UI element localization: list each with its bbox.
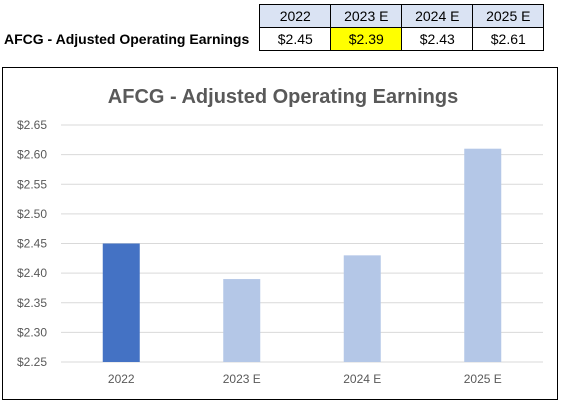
- x-tick-label: 2024 E: [343, 372, 381, 386]
- table-corner-cell: [0, 5, 260, 28]
- bar-2024e: [343, 255, 381, 362]
- value-cell-2025e[interactable]: $2.61: [472, 27, 545, 51]
- bar-2025e: [464, 148, 502, 362]
- y-axis-tick-labels: $2.25 $2.30 $2.35 $2.40 $2.45 $2.50 $2.55 $2.60…: [17, 118, 47, 369]
- y-tick-label: $2.55: [17, 177, 47, 191]
- value-cell-2022[interactable]: $2.45: [259, 27, 332, 51]
- y-tick-label: $2.65: [17, 118, 47, 132]
- x-tick-label: 2025 E: [464, 372, 502, 386]
- header-cell-2022: 2022: [259, 4, 332, 28]
- table-row-label: AFCG - Adjusted Operating Earnings: [4, 31, 250, 47]
- chart-title: AFCG - Adjusted Operating Earnings: [108, 86, 458, 108]
- y-tick-label: $2.45: [17, 237, 47, 251]
- bar-chart: AFCG - Adjusted Operating Earnings $2.25…: [17, 86, 543, 386]
- y-tick-label: $2.40: [17, 266, 47, 280]
- y-tick-label: $2.35: [17, 296, 47, 310]
- value-cell-2023e[interactable]: $2.39: [330, 27, 403, 51]
- bars: [102, 148, 502, 362]
- chart-frame: AFCG - Adjusted Operating Earnings $2.25…: [2, 67, 558, 400]
- y-tick-label: $2.60: [17, 148, 47, 162]
- value-cell-2024e[interactable]: $2.43: [401, 27, 474, 51]
- y-tick-label: $2.30: [17, 325, 47, 339]
- header-cell-2025e: 2025 E: [472, 4, 545, 28]
- y-tick-label: $2.50: [17, 207, 47, 221]
- x-axis-tick-labels: 2022 2023 E 2024 E 2025 E: [108, 372, 502, 386]
- table-header-row: 2022 2023 E 2024 E 2025 E: [0, 4, 545, 28]
- x-tick-label: 2022: [108, 372, 135, 386]
- bar-2022: [102, 243, 140, 362]
- earnings-summary-table: 2022 2023 E 2024 E 2025 E AFCG - Adjuste…: [0, 4, 545, 51]
- gridlines: [61, 124, 543, 363]
- bar-2023e: [223, 279, 261, 362]
- table-row: AFCG - Adjusted Operating Earnings $2.45…: [0, 27, 545, 51]
- x-tick-label: 2023 E: [223, 372, 261, 386]
- header-cell-2024e: 2024 E: [401, 4, 474, 28]
- y-tick-label: $2.25: [17, 355, 47, 369]
- header-cell-2023e: 2023 E: [330, 4, 403, 28]
